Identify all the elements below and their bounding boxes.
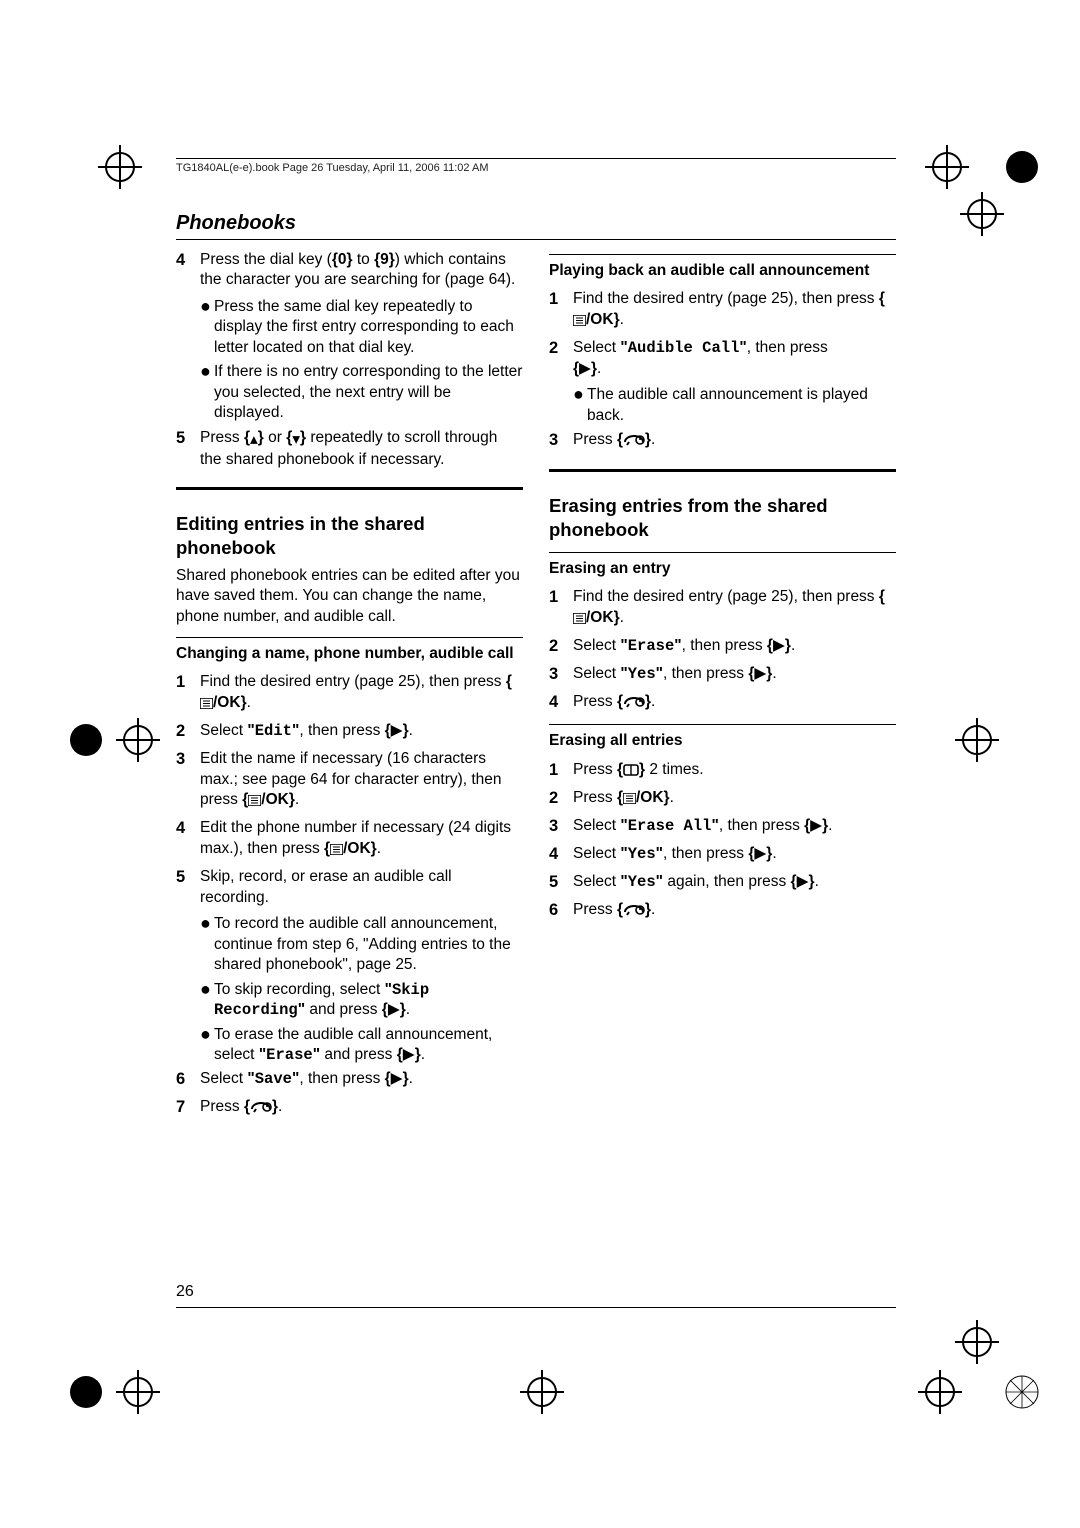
off-icon (250, 1099, 272, 1119)
reg-mark-solid-icon (64, 718, 108, 762)
reg-mark-solid-icon (64, 1370, 108, 1414)
page-number: 26 (176, 1283, 194, 1301)
off-icon (623, 432, 645, 452)
subhead-erase-entry: Erasing an entry (549, 552, 896, 579)
menu-icon (573, 610, 586, 630)
reg-mark-icon (98, 145, 142, 189)
right-icon: ▶ (754, 665, 766, 682)
right-icon: ▶ (391, 722, 403, 739)
subhead-playing: Playing back an audible call announcemen… (549, 254, 896, 281)
right-icon: ▶ (579, 360, 591, 377)
menu-icon (573, 312, 586, 332)
menu-icon (200, 695, 213, 715)
reg-mark-icon (918, 1370, 962, 1414)
right-icon: ▶ (754, 845, 766, 862)
phonebook-icon (623, 762, 639, 782)
right-icon: ▶ (810, 817, 822, 834)
menu-icon (330, 841, 343, 861)
right-icon: ▶ (773, 637, 785, 654)
page-header: TG1840AL(e-e).book Page 26 Tuesday, Apri… (176, 158, 896, 174)
reg-mark-icon (955, 718, 999, 762)
page-content: Phonebooks 4 Press the dial key ({0} to … (176, 212, 896, 1126)
right-icon: ▶ (403, 1046, 415, 1063)
off-icon (623, 902, 645, 922)
section-title: Phonebooks (176, 212, 896, 240)
right-icon: ▶ (388, 1001, 400, 1018)
right-column: Playing back an audible call announcemen… (549, 250, 896, 1126)
reg-mark-solid-icon (1000, 145, 1044, 189)
reg-mark-icon (925, 145, 969, 189)
left-column: 4 Press the dial key ({0} to {9}) which … (176, 250, 523, 1126)
menu-icon (248, 792, 261, 812)
footer-rule (176, 1307, 896, 1308)
step-4: 4 Press the dial key ({0} to {9}) which … (176, 250, 523, 291)
reg-mark-icon (520, 1370, 564, 1414)
right-icon: ▶ (391, 1070, 403, 1087)
heading-editing: Editing entries in the shared phonebook (176, 512, 523, 560)
up-icon: ▴ (250, 430, 258, 450)
reg-mark-hatch-icon (1000, 1370, 1044, 1414)
right-icon: ▶ (797, 873, 809, 890)
subhead-erase-all: Erasing all entries (549, 724, 896, 751)
reg-mark-icon (116, 718, 160, 762)
subhead-changing: Changing a name, phone number, audible c… (176, 637, 523, 664)
off-icon (623, 694, 645, 714)
reg-mark-icon (116, 1370, 160, 1414)
down-icon: ▾ (292, 430, 300, 450)
step-5: 5 Press {▴} or {▾} repeatedly to scroll … (176, 428, 523, 471)
menu-icon (623, 790, 636, 810)
reg-mark-icon (960, 192, 1004, 236)
reg-mark-icon (955, 1320, 999, 1364)
heading-erasing: Erasing entries from the shared phoneboo… (549, 494, 896, 542)
